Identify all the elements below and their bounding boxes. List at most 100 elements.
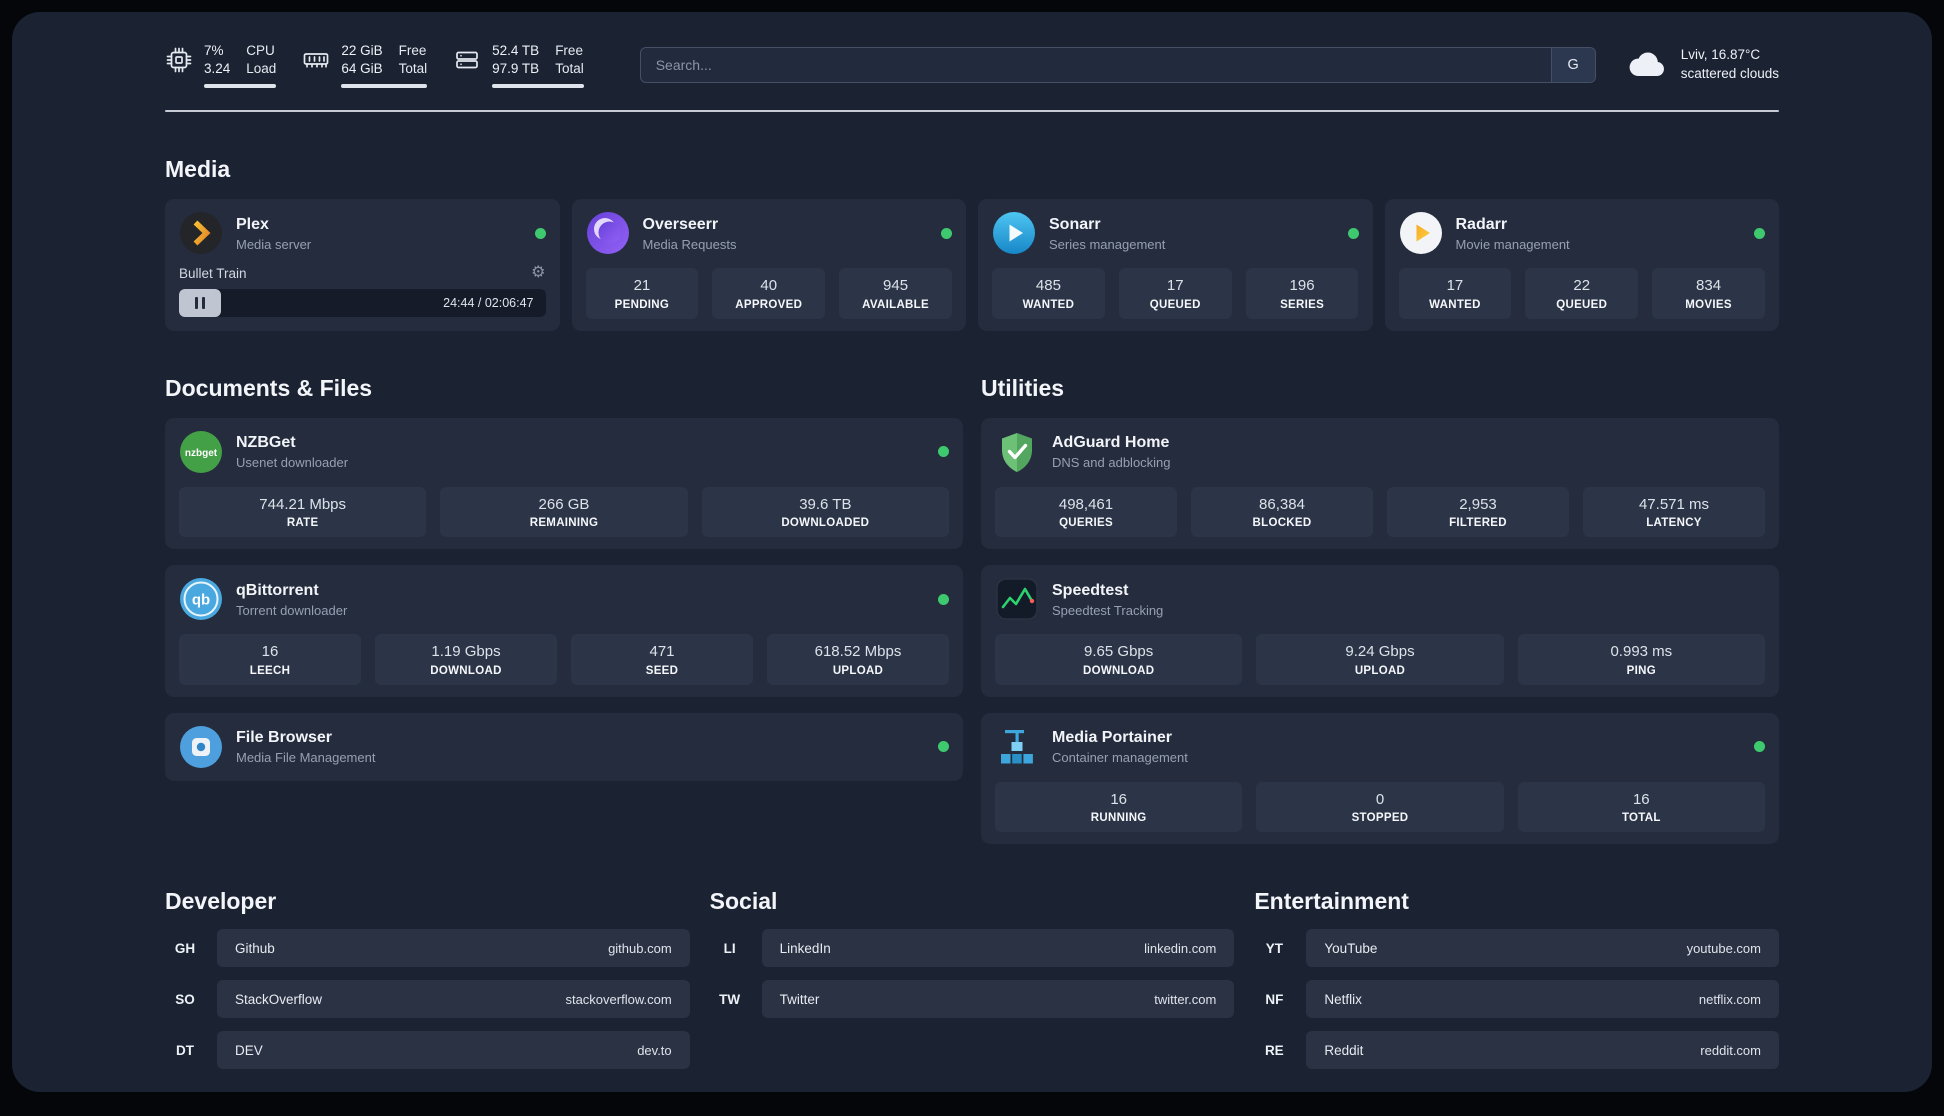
app-card-plex[interactable]: Plex Media server Bullet Train ⚙ 24:44 /… bbox=[165, 199, 560, 331]
stat-tile-latency: 47.571 ms LATENCY bbox=[1583, 486, 1765, 538]
bookmark-youtube[interactable]: YT YouTube youtube.com bbox=[1254, 929, 1779, 968]
documents-column: Documents & Files nzbget NZBGet Usenet d… bbox=[165, 331, 963, 845]
pause-button[interactable] bbox=[179, 289, 221, 318]
bookmark-abbr: DT bbox=[176, 1042, 194, 1058]
disk-total-value: 97.9 TB bbox=[492, 61, 540, 77]
sonarr-icon bbox=[992, 211, 1036, 255]
bookmark-link[interactable]: YouTube youtube.com bbox=[1306, 929, 1779, 968]
app-subtitle: DNS and adblocking bbox=[1052, 455, 1171, 471]
bookmark-abbr: SO bbox=[175, 991, 195, 1007]
bookmark-link[interactable]: Github github.com bbox=[217, 929, 690, 968]
app-subtitle: Speedtest Tracking bbox=[1052, 602, 1164, 618]
documents-section-title: Documents & Files bbox=[165, 374, 373, 401]
app-card-sonarr[interactable]: Sonarr Series management 485 WANTED 17 Q… bbox=[978, 199, 1373, 331]
app-name: AdGuard Home bbox=[1052, 434, 1170, 452]
app-card-nzbget[interactable]: nzbget NZBGet Usenet downloader 744.21 M… bbox=[165, 417, 963, 550]
stat-tile-blocked: 86,384 BLOCKED bbox=[1191, 486, 1373, 538]
bookmark-twitter[interactable]: TW Twitter twitter.com bbox=[710, 980, 1235, 1019]
cpu-label: CPU bbox=[246, 43, 275, 58]
bookmark-stackoverflow[interactable]: SO StackOverflow stackoverflow.com bbox=[165, 980, 690, 1019]
speedtest-icon bbox=[995, 577, 1039, 621]
cpu-load-label: Load bbox=[246, 61, 277, 77]
plex-icon bbox=[179, 211, 223, 255]
bookmark-linkedin[interactable]: LI LinkedIn linkedin.com bbox=[710, 929, 1235, 968]
bookmark-link[interactable]: Reddit reddit.com bbox=[1306, 1031, 1779, 1070]
bookmark-abbr: YT bbox=[1265, 940, 1283, 956]
app-subtitle: Media server bbox=[236, 236, 312, 252]
weather-widget[interactable]: Lviv, 16.87°C scattered clouds bbox=[1626, 46, 1779, 84]
bookmark-netflix[interactable]: NF Netflix netflix.com bbox=[1254, 980, 1779, 1019]
stat-tile-stopped: 0 STOPPED bbox=[1256, 781, 1504, 833]
ram-free-label: Free bbox=[398, 43, 427, 58]
stat-tile-pending: 21 PENDING bbox=[585, 268, 699, 319]
stat-tile-wanted: 485 WANTED bbox=[992, 268, 1105, 319]
playback-progress-bar[interactable]: 24:44 / 02:06:47 bbox=[179, 289, 546, 318]
status-dot bbox=[938, 446, 949, 458]
app-name: Speedtest bbox=[1052, 581, 1129, 599]
media-section-title: Media bbox=[165, 156, 231, 183]
developer-section-title: Developer bbox=[165, 888, 277, 915]
bookmark-link[interactable]: StackOverflow stackoverflow.com bbox=[217, 980, 690, 1019]
stat-tile-remaining: 266 GB REMAINING bbox=[440, 486, 688, 538]
bookmark-github[interactable]: GH Github github.com bbox=[165, 929, 690, 968]
app-name: Media Portainer bbox=[1052, 729, 1173, 747]
bookmark-link[interactable]: DEV dev.to bbox=[217, 1031, 690, 1070]
cpu-usage-bar bbox=[204, 84, 277, 89]
disk-free-label: Free bbox=[555, 43, 583, 58]
status-dot bbox=[1754, 227, 1765, 239]
stat-tile-movies: 834 MOVIES bbox=[1652, 268, 1765, 319]
search-provider-button[interactable]: G bbox=[1550, 48, 1595, 83]
cpu-metric: 7% 3.24 CPU Load bbox=[165, 42, 277, 89]
app-card-qbittorrent[interactable]: qb qBittorrent Torrent downloader 16 LEE… bbox=[165, 565, 963, 697]
stat-tile-queued: 22 QUEUED bbox=[1525, 268, 1639, 319]
app-card-speedtest[interactable]: Speedtest Speedtest Tracking 9.65 Gbps D… bbox=[981, 565, 1779, 697]
status-dot bbox=[1347, 227, 1359, 239]
bookmark-abbr: RE bbox=[1264, 1042, 1284, 1058]
app-card-portainer[interactable]: Media Portainer Container management 16 … bbox=[981, 712, 1779, 845]
ram-free-value: 22 GiB bbox=[341, 43, 383, 58]
app-subtitle: Usenet downloader bbox=[236, 455, 349, 471]
app-name: Sonarr bbox=[1049, 215, 1101, 233]
stat-tile-wanted: 17 WANTED bbox=[1398, 268, 1512, 319]
app-card-radarr[interactable]: Radarr Movie management 17 WANTED 22 QUE… bbox=[1384, 199, 1779, 331]
bookmark-link[interactable]: Netflix netflix.com bbox=[1306, 980, 1779, 1019]
search-input[interactable] bbox=[640, 48, 1551, 83]
bookmark-link[interactable]: LinkedIn linkedin.com bbox=[761, 929, 1235, 968]
developer-column: Developer GH Github github.com SO StackO… bbox=[165, 888, 690, 1082]
stat-tile-queued: 17 QUEUED bbox=[1118, 268, 1232, 319]
stat-tile-download: 1.19 Gbps DOWNLOAD bbox=[375, 634, 557, 685]
search-bar[interactable]: G bbox=[639, 47, 1596, 84]
bookmark-reddit[interactable]: RE Reddit reddit.com bbox=[1254, 1031, 1779, 1070]
now-playing-title: Bullet Train bbox=[179, 265, 247, 281]
ram-total-label: Total bbox=[398, 61, 428, 77]
topbar: 7% 3.24 CPU Load bbox=[165, 42, 1779, 89]
disk-usage-bar bbox=[492, 84, 584, 89]
adguard-icon bbox=[995, 430, 1039, 474]
stat-tile-filtered: 2,953 FILTERED bbox=[1387, 486, 1569, 538]
app-subtitle: Movie management bbox=[1455, 236, 1570, 252]
svg-text:qb: qb bbox=[192, 592, 210, 609]
gear-icon[interactable]: ⚙ bbox=[531, 264, 546, 282]
entertainment-section-title: Entertainment bbox=[1254, 888, 1409, 915]
cpu-load-value: 3.24 bbox=[204, 61, 231, 77]
bookmark-link[interactable]: Twitter twitter.com bbox=[761, 980, 1235, 1019]
utilities-column: Utilities AdGuard Home DNS and bbox=[981, 331, 1779, 845]
app-card-adguard[interactable]: AdGuard Home DNS and adblocking 498,461 … bbox=[981, 417, 1779, 550]
stat-tile-rate: 744.21 Mbps RATE bbox=[179, 486, 427, 538]
disk-metric: 52.4 TB 97.9 TB Free Total bbox=[453, 42, 584, 89]
social-column: Social LI LinkedIn linkedin.com TW Twitt… bbox=[710, 888, 1235, 1082]
disk-icon bbox=[453, 46, 481, 74]
utilities-section-title: Utilities bbox=[981, 374, 1065, 401]
app-subtitle: Media File Management bbox=[236, 750, 376, 766]
app-card-filebrowser[interactable]: File Browser Media File Management bbox=[165, 712, 963, 781]
dashboard-panel: 7% 3.24 CPU Load bbox=[12, 12, 1932, 1092]
cloud-icon bbox=[1626, 49, 1668, 81]
app-name: qBittorrent bbox=[236, 581, 319, 599]
app-name: NZBGet bbox=[236, 434, 296, 452]
entertainment-column: Entertainment YT YouTube youtube.com NF … bbox=[1254, 888, 1779, 1082]
bookmark-abbr: TW bbox=[719, 991, 741, 1007]
app-card-overseerr[interactable]: Overseerr Media Requests 21 PENDING 40 A… bbox=[571, 199, 966, 331]
svg-text:nzbget: nzbget bbox=[185, 448, 218, 459]
stat-tile-total: 16 TOTAL bbox=[1517, 781, 1765, 833]
bookmark-dev[interactable]: DT DEV dev.to bbox=[165, 1031, 690, 1070]
